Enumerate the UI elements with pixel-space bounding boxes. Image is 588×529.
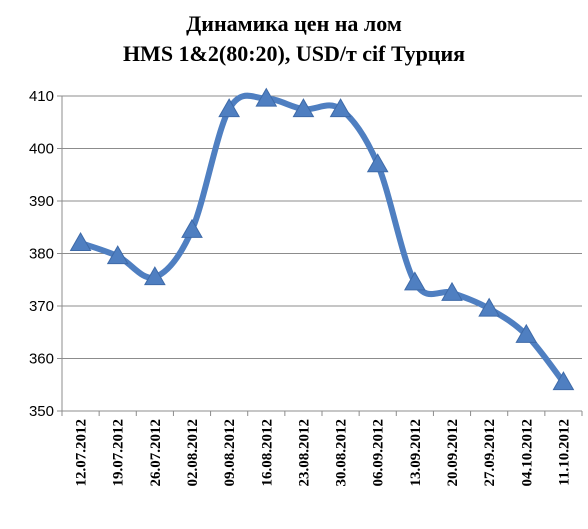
x-tick-label-27.09.2012: 27.09.2012 [482, 419, 498, 487]
y-tick-label-350: 350 [29, 403, 54, 420]
x-tick-label-12.07.2012: 12.07.2012 [74, 419, 90, 487]
series-price [69, 87, 575, 391]
chart-title-line-2: HMS 1&2(80:20), USD/т cif Турция [122, 41, 466, 66]
data-point-23.08.2012 [292, 98, 315, 118]
x-axis-tick-labels: 12.07.2012 19.07.2012 26.07.2012 02.08.2012… [74, 419, 573, 487]
data-point-09.08.2012 [218, 98, 241, 118]
x-tick-label-19.07.2012: 19.07.2012 [111, 419, 127, 487]
data-point-11.10.2012 [552, 371, 575, 391]
x-tick-label-11.10.2012: 11.10.2012 [556, 419, 572, 486]
y-axis-tick-labels: 350 360 370 380 390 400 410 [29, 88, 54, 420]
axes [57, 95, 583, 416]
x-tick-label-20.09.2012: 20.09.2012 [445, 419, 461, 487]
x-tick-label-26.07.2012: 26.07.2012 [148, 419, 164, 487]
y-tick-label-370: 370 [29, 298, 54, 315]
series-line [77, 92, 567, 386]
data-point-20.09.2012 [441, 281, 463, 301]
x-tick-label-16.08.2012: 16.08.2012 [259, 419, 275, 487]
y-tick-label-360: 360 [29, 351, 54, 368]
data-point-26.07.2012 [143, 266, 166, 286]
chart-title-line-1: Динамика цен на лом [186, 11, 402, 36]
data-point-12.07.2012 [69, 231, 92, 251]
data-point-16.08.2012 [255, 87, 278, 107]
x-tick-label-09.08.2012: 09.08.2012 [222, 419, 238, 487]
data-point-27.09.2012 [478, 297, 501, 317]
data-point-13.09.2012 [403, 271, 426, 291]
x-tick-label-13.09.2012: 13.09.2012 [408, 419, 424, 487]
data-point-06.09.2012 [366, 153, 389, 173]
x-tick-label-06.09.2012: 06.09.2012 [371, 419, 387, 487]
y-tick-label-410: 410 [29, 88, 54, 105]
x-tick-label-23.08.2012: 23.08.2012 [296, 419, 312, 487]
y-tick-label-390: 390 [29, 193, 54, 210]
data-point-02.08.2012 [181, 218, 203, 238]
data-point-19.07.2012 [106, 245, 129, 265]
y-tick-label-380: 380 [29, 246, 54, 263]
x-tick-label-30.08.2012: 30.08.2012 [334, 419, 350, 487]
gridlines [62, 95, 582, 412]
data-point-30.08.2012 [329, 98, 352, 118]
y-tick-label-400: 400 [29, 141, 54, 158]
x-tick-label-04.10.2012: 04.10.2012 [519, 419, 535, 487]
data-point-04.10.2012 [515, 323, 538, 343]
x-tick-label-02.08.2012: 02.08.2012 [185, 419, 201, 487]
